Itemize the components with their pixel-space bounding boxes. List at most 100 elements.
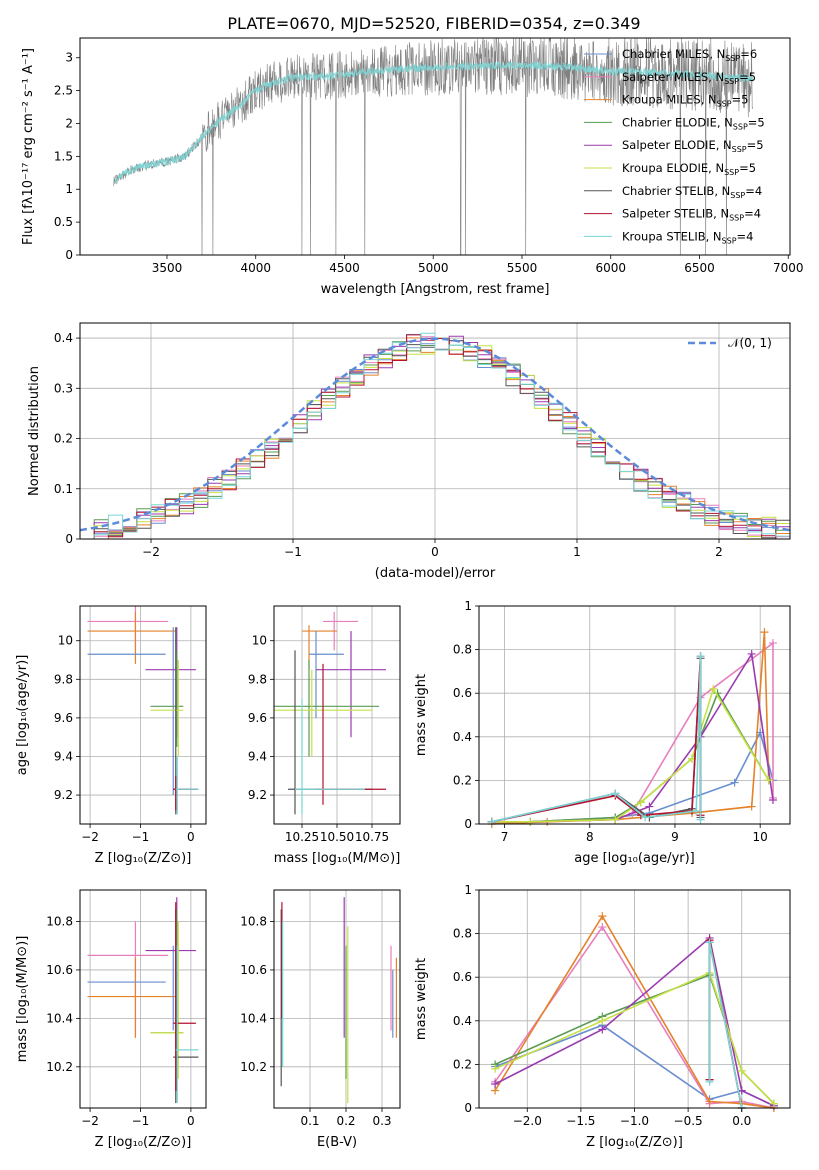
panel-weight-vs-Z: −2.0 −1.5 −1.0 −0.5 0.0 0 0.2 0.4 0.6 0.8 1 Z [log₁… bbox=[414, 883, 791, 1150]
legend-label: Salpeter STELIB, NSSP=4 bbox=[622, 207, 761, 223]
y-tick-label: 0 bbox=[65, 248, 73, 262]
weight-marker bbox=[491, 1064, 500, 1073]
x-tick-label: 7 bbox=[501, 830, 509, 844]
y-tick-label: 9.4 bbox=[54, 749, 73, 763]
weight-marker bbox=[747, 802, 756, 811]
weight-marker bbox=[768, 796, 777, 805]
axes-frame bbox=[478, 605, 791, 825]
weight-series-line bbox=[491, 656, 702, 823]
weight-marker bbox=[737, 1066, 746, 1075]
legend-suffix: =5 bbox=[739, 70, 756, 84]
y-tick-label: 9.2 bbox=[54, 788, 73, 802]
plot-area bbox=[80, 890, 206, 1108]
y-tick-label: 0.6 bbox=[453, 970, 472, 984]
y-tick-label: 0.4 bbox=[453, 1014, 472, 1028]
legend-label: Chabrier STELIB, NSSP=4 bbox=[622, 184, 762, 200]
legend-suffix: =5 bbox=[748, 115, 765, 129]
y-tick-label: 2.5 bbox=[54, 84, 73, 98]
weight-marker bbox=[598, 912, 607, 921]
legend-sub: SSP bbox=[717, 100, 732, 109]
axes-frame bbox=[79, 889, 207, 1109]
legend-sub: SSP bbox=[722, 236, 737, 245]
x-tick-label: 10.75 bbox=[355, 830, 389, 844]
histogram-step bbox=[80, 332, 790, 540]
y-tick-label: 10 bbox=[58, 634, 73, 648]
observed-spectrum-line bbox=[113, 38, 753, 255]
weight-marker bbox=[598, 923, 607, 932]
y-tick-label: 1.5 bbox=[54, 149, 73, 163]
y-tick-label: 10.2 bbox=[46, 1060, 73, 1074]
y-tick-label: 0 bbox=[65, 532, 73, 546]
legend-suffix: =4 bbox=[737, 229, 754, 243]
x-tick-label: −2 bbox=[142, 545, 160, 559]
weight-series-line bbox=[491, 656, 702, 823]
plot-area bbox=[79, 323, 791, 540]
x-tick-label: 8 bbox=[586, 830, 594, 844]
x-axis-label: Z [log₁₀(Z/Z⊙)] bbox=[586, 1135, 683, 1150]
panel-mass-vs-EBV: 0.1 0.2 0.3 10.2 10.4 10.6 10.8 E(B-V) bbox=[240, 889, 401, 1150]
panels-layer: 3500 4000 4500 5000 5500 6000 6500 700000.511.5… bbox=[15, 37, 803, 1150]
x-tick-label: 0 bbox=[431, 545, 439, 559]
x-tick-label: −2.0 bbox=[513, 1114, 542, 1128]
y-tick-label: 0.4 bbox=[54, 331, 73, 345]
y-tick-label: 0.2 bbox=[54, 432, 73, 446]
weight-series-line bbox=[491, 641, 774, 823]
legend-label: 𝒩(0, 1) bbox=[728, 336, 772, 350]
x-tick-label: −2 bbox=[81, 830, 99, 844]
legend-sub: SSP bbox=[733, 122, 748, 131]
y-tick-label: 10.2 bbox=[240, 1060, 267, 1074]
y-tick-label: 1 bbox=[464, 599, 472, 613]
x-tick-label: 6500 bbox=[684, 261, 715, 275]
x-tick-label: 4500 bbox=[329, 261, 360, 275]
x-tick-label: 0.0 bbox=[732, 1114, 751, 1128]
weight-marker bbox=[636, 798, 645, 807]
weight-marker bbox=[696, 815, 705, 824]
y-tick-label: 0 bbox=[464, 1101, 472, 1115]
y-tick-label: 0.2 bbox=[453, 1057, 472, 1071]
legend-suffix: =5 bbox=[747, 138, 764, 152]
x-tick-label: 6000 bbox=[595, 261, 626, 275]
legend-sub: SSP bbox=[724, 168, 739, 177]
x-tick-label: 3500 bbox=[152, 261, 183, 275]
y-tick-label: 9.2 bbox=[248, 788, 267, 802]
weight-marker bbox=[709, 684, 718, 693]
weight-marker bbox=[705, 1097, 714, 1106]
weight-marker bbox=[598, 1016, 607, 1025]
plot-area bbox=[274, 606, 400, 824]
legend-sub: SSP bbox=[724, 77, 739, 86]
y-tick-label: 0.8 bbox=[453, 643, 472, 657]
axes-frame bbox=[79, 605, 207, 825]
weight-marker bbox=[705, 1077, 714, 1086]
y-tick-label: 10.4 bbox=[240, 1011, 267, 1025]
gaussian-curve bbox=[79, 337, 791, 532]
y-tick-label: 9.6 bbox=[248, 711, 267, 725]
y-tick-label: 9.8 bbox=[248, 672, 267, 686]
y-tick-label: 9.6 bbox=[54, 711, 73, 725]
panel-mass-vs-Z: −2 −1 0 10.2 10.4 10.6 10.8 Z [log₁₀(Z/Z⊙)] mass… bbox=[15, 889, 207, 1150]
legend-suffix: =4 bbox=[744, 207, 761, 221]
y-axis-label: age [log₁₀(age/yr)] bbox=[15, 655, 30, 776]
weight-marker bbox=[760, 628, 769, 637]
y-tick-label: 0.6 bbox=[453, 686, 472, 700]
y-tick-label: 2 bbox=[65, 116, 73, 130]
y-tick-label: 10.8 bbox=[240, 914, 267, 928]
y-tick-label: 10.4 bbox=[46, 1011, 73, 1025]
panel-weight-vs-age: 7 8 9 10 0 0.2 0.4 0.6 0.8 1 age [log₁₀(age/yr)] ma… bbox=[414, 599, 791, 866]
x-tick-label: 9 bbox=[671, 830, 679, 844]
y-tick-label: 0.3 bbox=[54, 381, 73, 395]
panel-age-vs-Z: −2 −1 0 9.2 9.4 9.6 9.8 10 Z [log₁₀(Z/Z⊙)] age [l… bbox=[15, 605, 207, 866]
x-tick-label: −2 bbox=[81, 1114, 99, 1128]
legend-suffix: =5 bbox=[732, 93, 749, 107]
weight-marker bbox=[747, 649, 756, 658]
x-axis-label: E(B-V) bbox=[317, 1135, 357, 1150]
weight-marker bbox=[769, 1099, 778, 1108]
weight-marker bbox=[598, 1025, 607, 1034]
x-axis-label: (data-model)/error bbox=[375, 566, 496, 581]
model-spectrum-line bbox=[113, 60, 753, 184]
x-tick-label: 0 bbox=[187, 1114, 195, 1128]
y-tick-label: 1 bbox=[464, 883, 472, 897]
legend-label: Salpeter MILES, NSSP=5 bbox=[622, 70, 756, 86]
x-tick-label: 0.3 bbox=[372, 1114, 391, 1128]
x-tick-label: −0.5 bbox=[674, 1114, 703, 1128]
